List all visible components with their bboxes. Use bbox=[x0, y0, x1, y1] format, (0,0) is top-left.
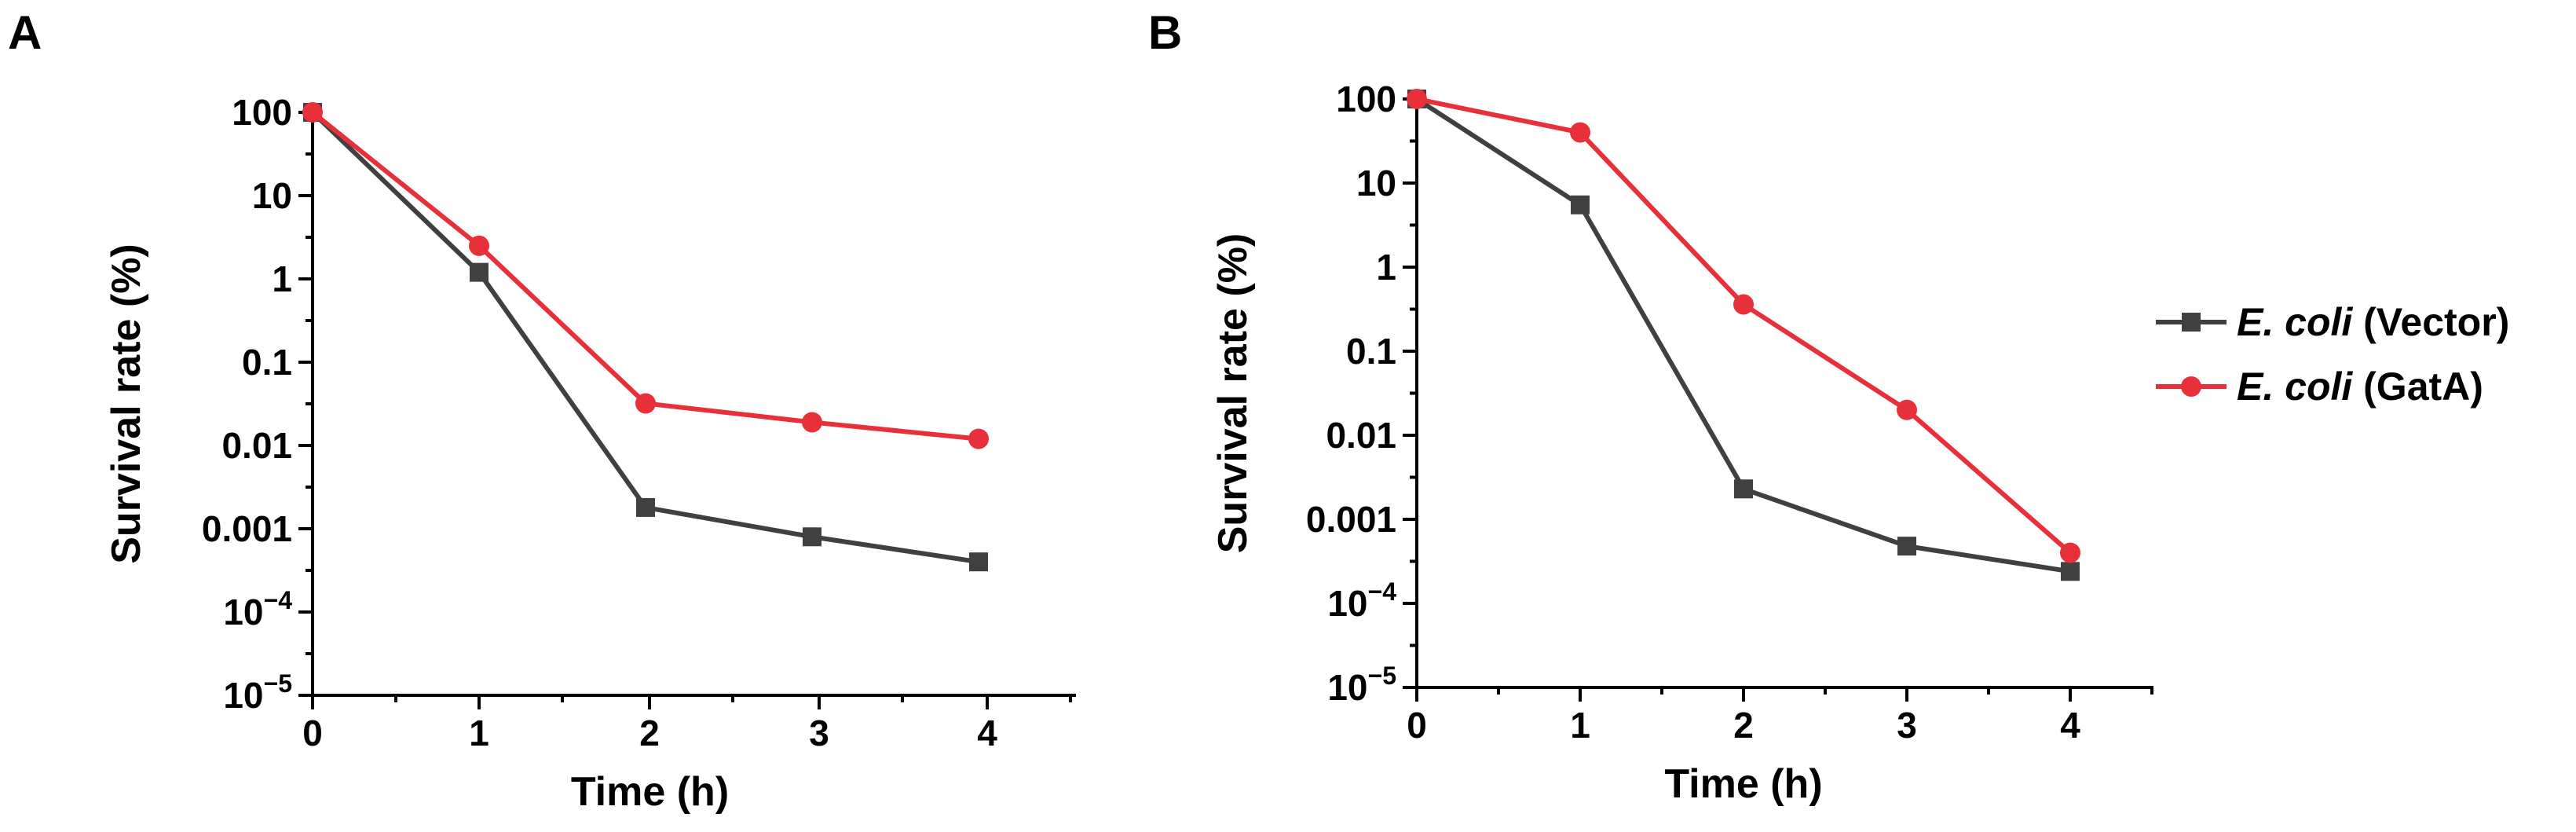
chart-b-xtick-label: 4 bbox=[2060, 705, 2080, 746]
chart-b: 100 10 1 0.1 0.01 0.001 10−4 10−5 0 1 2 3 4 Time (h) S… bbox=[1210, 79, 2153, 807]
chart-b-series-gata-point bbox=[1570, 122, 1590, 143]
chart-b-xtick-label: 2 bbox=[1733, 705, 1754, 746]
chart-a-ytick-label: 1 bbox=[272, 258, 292, 299]
chart-a-ytick-label: 10−5 bbox=[223, 669, 292, 716]
chart-b-ytick-label: 100 bbox=[1336, 79, 1396, 119]
chart-a-series-vector-line bbox=[310, 110, 979, 565]
chart-a-series-gata-point bbox=[469, 235, 489, 256]
chart-a-xtick-label: 1 bbox=[469, 713, 489, 753]
chart-b-series-vector-point bbox=[1897, 537, 1916, 556]
legend-item-gata-marker bbox=[2181, 376, 2201, 397]
chart-b-ytick-label: 0.001 bbox=[1306, 499, 1396, 540]
chart-a-xtick-label: 4 bbox=[977, 713, 997, 753]
chart-a: 100 10 1 0.1 0.01 0.001 10−4 10−50 1 2 3 4 Time (h) S… bbox=[104, 92, 1076, 815]
chart-b-ytick-label: 10−5 bbox=[1327, 662, 1396, 708]
chart-a-ytick-label: 0.01 bbox=[221, 425, 292, 466]
chart-b-series-gata-point bbox=[1897, 399, 1917, 420]
chart-a-x-axis-title: Time (h) bbox=[571, 769, 729, 815]
chart-a-ytick-label: 10−4 bbox=[223, 586, 292, 632]
chart-a-ytick-label: 100 bbox=[232, 92, 292, 133]
chart-b-xtick-label: 3 bbox=[1897, 705, 1917, 746]
chart-b-y-axis-title: Survival rate (%) bbox=[1210, 233, 1256, 554]
chart-a-xtick-label: 3 bbox=[809, 713, 829, 753]
legend-item-gata-label: E. coli (GatA) bbox=[2237, 365, 2483, 409]
chart-b-ytick-label: 0.01 bbox=[1326, 415, 1396, 456]
chart-a-series-gata-point bbox=[968, 428, 989, 449]
chart-a-y-axis-title: Survival rate (%) bbox=[104, 244, 149, 564]
legend-item-vector-marker bbox=[2182, 313, 2201, 332]
chart-a-series-gata-point bbox=[802, 412, 822, 433]
chart-a-xtick-label: 0 bbox=[302, 713, 323, 753]
chart-b-series-gata-point bbox=[1733, 294, 1754, 315]
chart-b-series-gata-point bbox=[2060, 542, 2080, 563]
panel-a-label: A bbox=[8, 6, 42, 59]
chart-b-ytick-label: 10−4 bbox=[1327, 577, 1396, 624]
chart-a-xtick-label: 2 bbox=[639, 713, 660, 753]
chart-b-series-vector-point bbox=[2061, 562, 2080, 581]
chart-a-ytick-label: 10 bbox=[252, 175, 292, 216]
chart-a-ytick-label: 0.1 bbox=[242, 342, 292, 383]
chart-a-series-vector-point bbox=[636, 497, 655, 517]
chart-a-series-gata-point bbox=[302, 102, 323, 123]
chart-a-series-vector-point bbox=[470, 262, 488, 282]
chart-a-series-gata-point bbox=[635, 393, 656, 414]
chart-a-ytick-label: 0.001 bbox=[202, 508, 292, 549]
chart-b-ytick-label: 1 bbox=[1376, 247, 1396, 288]
chart-b-series-vector-line bbox=[1415, 97, 2071, 574]
panel-b-label: B bbox=[1148, 6, 1182, 59]
chart-a-series-gata-line bbox=[311, 110, 979, 442]
chart-b-series-gata-point bbox=[1407, 89, 1427, 109]
chart-a-series-vector-point bbox=[803, 527, 821, 547]
chart-b-ytick-label: 0.1 bbox=[1346, 331, 1396, 372]
chart-b-series-vector-point bbox=[1571, 195, 1590, 214]
chart-b-xtick-label: 1 bbox=[1570, 705, 1590, 746]
legend: E. coli (Vector) E. coli (GatA) bbox=[2156, 300, 2509, 409]
legend-item-vector-label: E. coli (Vector) bbox=[2237, 300, 2509, 344]
chart-b-xtick-label: 0 bbox=[1407, 705, 1427, 746]
chart-a-series-vector-point bbox=[969, 552, 988, 572]
chart-b-ytick-label: 10 bbox=[1356, 163, 1396, 203]
chart-b-series-vector-point bbox=[1734, 479, 1753, 499]
chart-b-x-axis-title: Time (h) bbox=[1664, 761, 1822, 807]
